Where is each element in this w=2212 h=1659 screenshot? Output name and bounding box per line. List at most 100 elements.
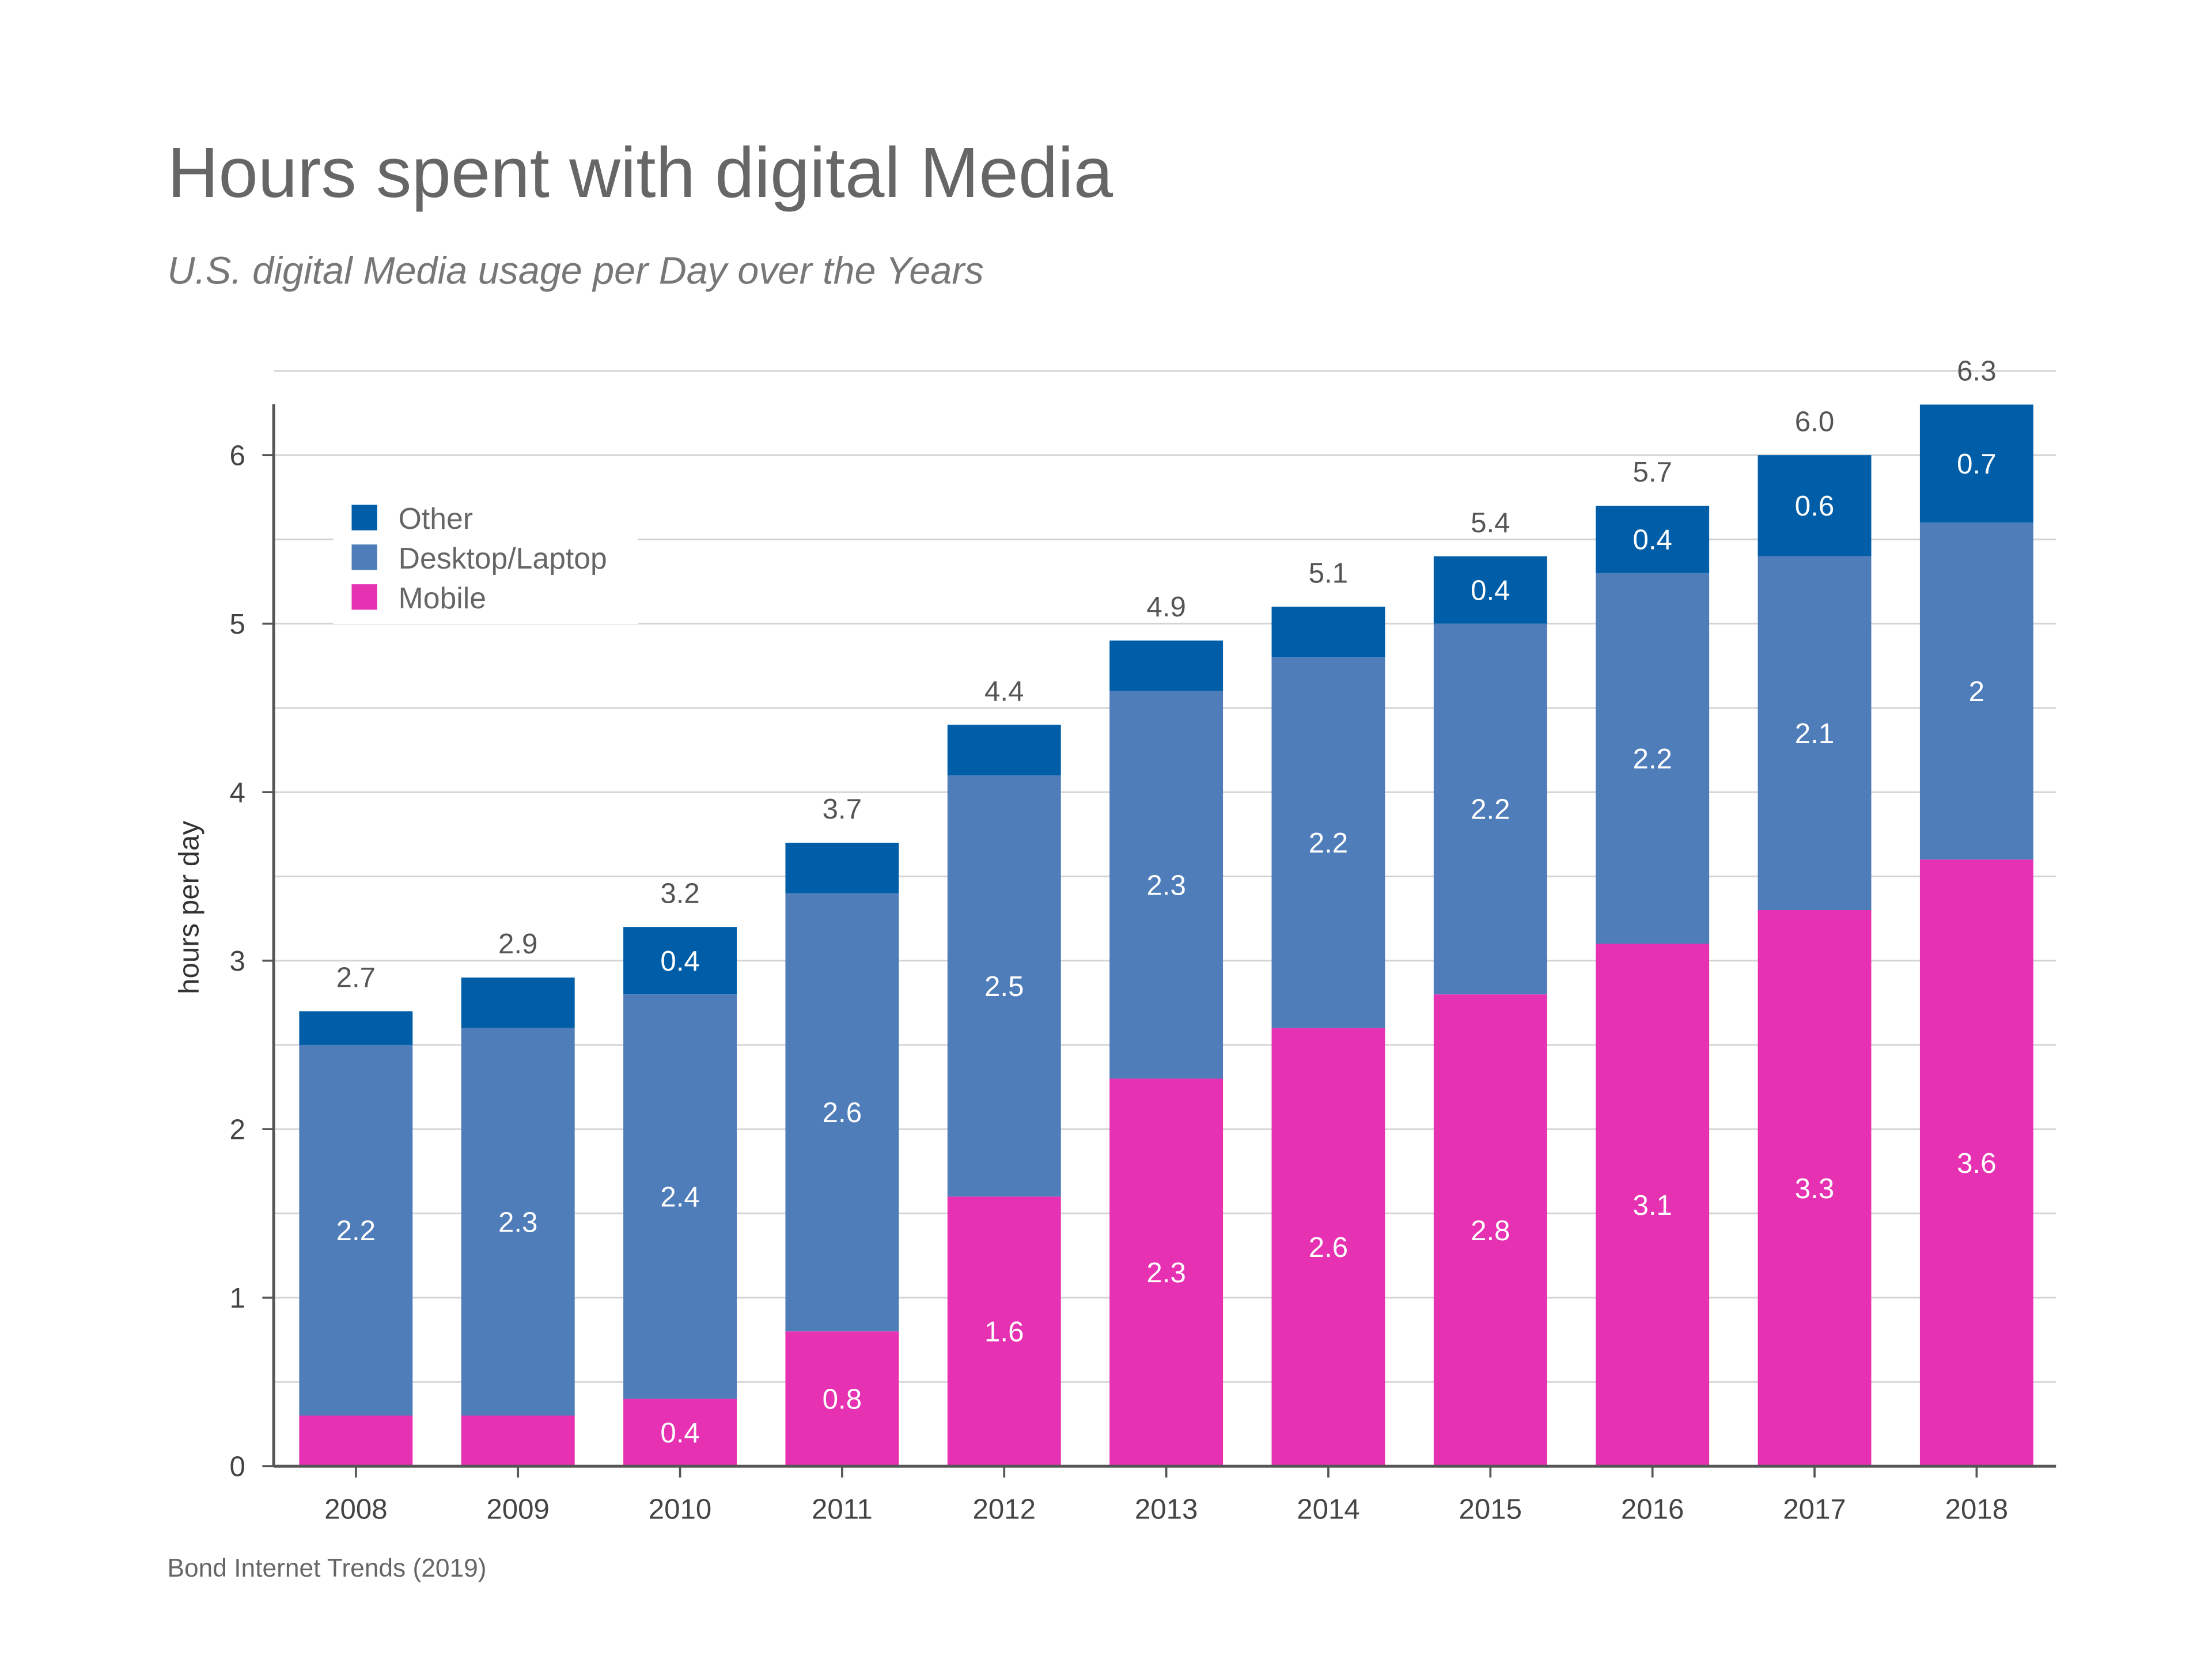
data-label: 0.4 [1471, 574, 1510, 606]
total-label: 3.2 [660, 877, 699, 909]
bar-segment-other [1109, 640, 1224, 691]
y-tick-label: 4 [229, 777, 245, 808]
chart-title: Hours spent with digital Media [167, 134, 1113, 213]
data-label: 2.3 [1146, 869, 1185, 901]
legend-swatch [351, 505, 377, 531]
bar-segment-mobile [785, 1331, 899, 1467]
legend: Other Desktop/Laptop Mobile [333, 489, 638, 624]
x-tick-label: 2014 [1297, 1493, 1360, 1525]
y-tick-label: 6 [229, 440, 245, 471]
total-label: 6.0 [1795, 406, 1834, 437]
bar-segment-mobile [299, 1415, 413, 1467]
total-label: 5.4 [1471, 507, 1510, 539]
y-tick-label: 2 [229, 1113, 245, 1145]
y-tick-label: 1 [229, 1282, 245, 1314]
data-label: 1.6 [984, 1316, 1024, 1347]
data-label: 0.4 [1633, 524, 1672, 556]
legend-background [333, 489, 638, 624]
legend-swatch [351, 584, 377, 610]
x-tick-label: 2011 [812, 1493, 873, 1525]
data-label: 2.2 [1471, 794, 1510, 825]
bar-segment-other [785, 842, 899, 893]
y-tick-label: 0 [229, 1450, 245, 1482]
chart-subtitle: U.S. digital Media usage per Day over th… [167, 249, 983, 292]
data-label: 2.6 [823, 1097, 862, 1128]
data-label: 2.3 [1146, 1257, 1185, 1289]
bar-segment-other [1271, 607, 1385, 658]
x-tick-label: 2016 [1621, 1493, 1684, 1525]
data-label: 2.2 [1633, 743, 1672, 775]
data-label: 2.2 [336, 1215, 376, 1247]
x-tick-label: 2008 [324, 1493, 388, 1525]
data-label: 2.1 [1795, 718, 1834, 749]
x-tick-label: 2010 [649, 1493, 712, 1525]
bar-segment-desktop-laptop [1919, 522, 2033, 860]
data-label: 0.4 [660, 1417, 699, 1449]
total-label: 2.9 [498, 928, 537, 960]
data-label: 0.7 [1957, 448, 1996, 480]
data-label: 3.1 [1633, 1190, 1672, 1221]
bar-segment-other [1919, 404, 2033, 523]
y-tick-label: 3 [229, 945, 245, 977]
bar-segment-desktop-laptop [947, 775, 1061, 1197]
bar-segment-mobile [1109, 1078, 1224, 1467]
total-label: 5.1 [1309, 558, 1348, 589]
data-label: 0.8 [823, 1383, 862, 1415]
data-label: 0.6 [1795, 490, 1834, 522]
bar-segment-desktop-laptop [1433, 623, 1547, 995]
x-tick-label: 2015 [1459, 1493, 1522, 1525]
data-label: 2.8 [1471, 1215, 1510, 1247]
data-label: 2.5 [984, 971, 1024, 1002]
bar-segment-other [1596, 505, 1710, 573]
legend-label: Desktop/Laptop [399, 541, 607, 575]
bar-segment-mobile [1758, 910, 1872, 1467]
bar-segment-desktop-laptop [785, 893, 899, 1332]
bar-segment-desktop-laptop [1758, 556, 1872, 910]
data-label: 2.4 [660, 1181, 699, 1213]
bar-segment-mobile [1919, 859, 2033, 1467]
bar-segment-desktop-laptop [461, 1028, 575, 1416]
data-label: 0.4 [660, 945, 699, 977]
bar-segment-desktop-laptop [1596, 573, 1710, 944]
bar-segment-other [1758, 455, 1872, 556]
data-label: 2.2 [1309, 827, 1348, 859]
y-axis-label: hours per day [173, 821, 205, 994]
bar-segment-mobile [461, 1415, 575, 1467]
bar-segment-mobile [1596, 944, 1710, 1467]
bar-segment-other [461, 977, 575, 1028]
total-label: 6.3 [1957, 355, 1996, 387]
data-label: 3.3 [1795, 1173, 1834, 1205]
bar-segment-desktop-laptop [623, 994, 737, 1399]
y-tick-label: 5 [229, 608, 245, 640]
bar-segment-desktop-laptop [1109, 691, 1224, 1079]
bar-segment-other [623, 927, 737, 995]
bar-segment-desktop-laptop [299, 1044, 413, 1416]
total-label: 2.7 [336, 962, 376, 994]
legend-swatch [351, 544, 377, 570]
source-note: Bond Internet Trends (2019) [167, 1554, 486, 1582]
x-tick-label: 2013 [1135, 1493, 1198, 1525]
x-tick-label: 2017 [1783, 1493, 1846, 1525]
x-tick-label: 2009 [486, 1493, 550, 1525]
legend-label: Mobile [399, 581, 486, 615]
total-label: 5.7 [1633, 456, 1672, 488]
bar-segment-desktop-laptop [1271, 657, 1385, 1028]
bar-segment-mobile [1433, 994, 1547, 1467]
bar-segment-mobile [623, 1399, 737, 1467]
bars: 2.2 2.7 2.3 2.9 0.4 2.4 0.4 3.2 0.8 2.6 3.7 1.6 2.5 4… [299, 355, 2033, 1467]
total-label: 4.4 [984, 675, 1024, 707]
bar-segment-mobile [1271, 1028, 1385, 1467]
axes: 0 1 2 3 4 5 6 2008 2009 2010 2011 2012 2013 2014 2015 2… [229, 404, 2056, 1525]
x-tick-label: 2018 [1945, 1493, 2009, 1525]
bar-segment-mobile [947, 1196, 1061, 1467]
data-label: 2.6 [1309, 1232, 1348, 1263]
x-tick-label: 2012 [973, 1493, 1036, 1525]
bar-segment-other [947, 725, 1061, 775]
bar-segment-other [1433, 556, 1547, 624]
total-label: 3.7 [823, 793, 862, 825]
total-label: 4.9 [1146, 591, 1185, 623]
data-label: 3.6 [1957, 1147, 1996, 1179]
bar-segment-other [299, 1011, 413, 1045]
data-label: 2.3 [498, 1206, 537, 1238]
